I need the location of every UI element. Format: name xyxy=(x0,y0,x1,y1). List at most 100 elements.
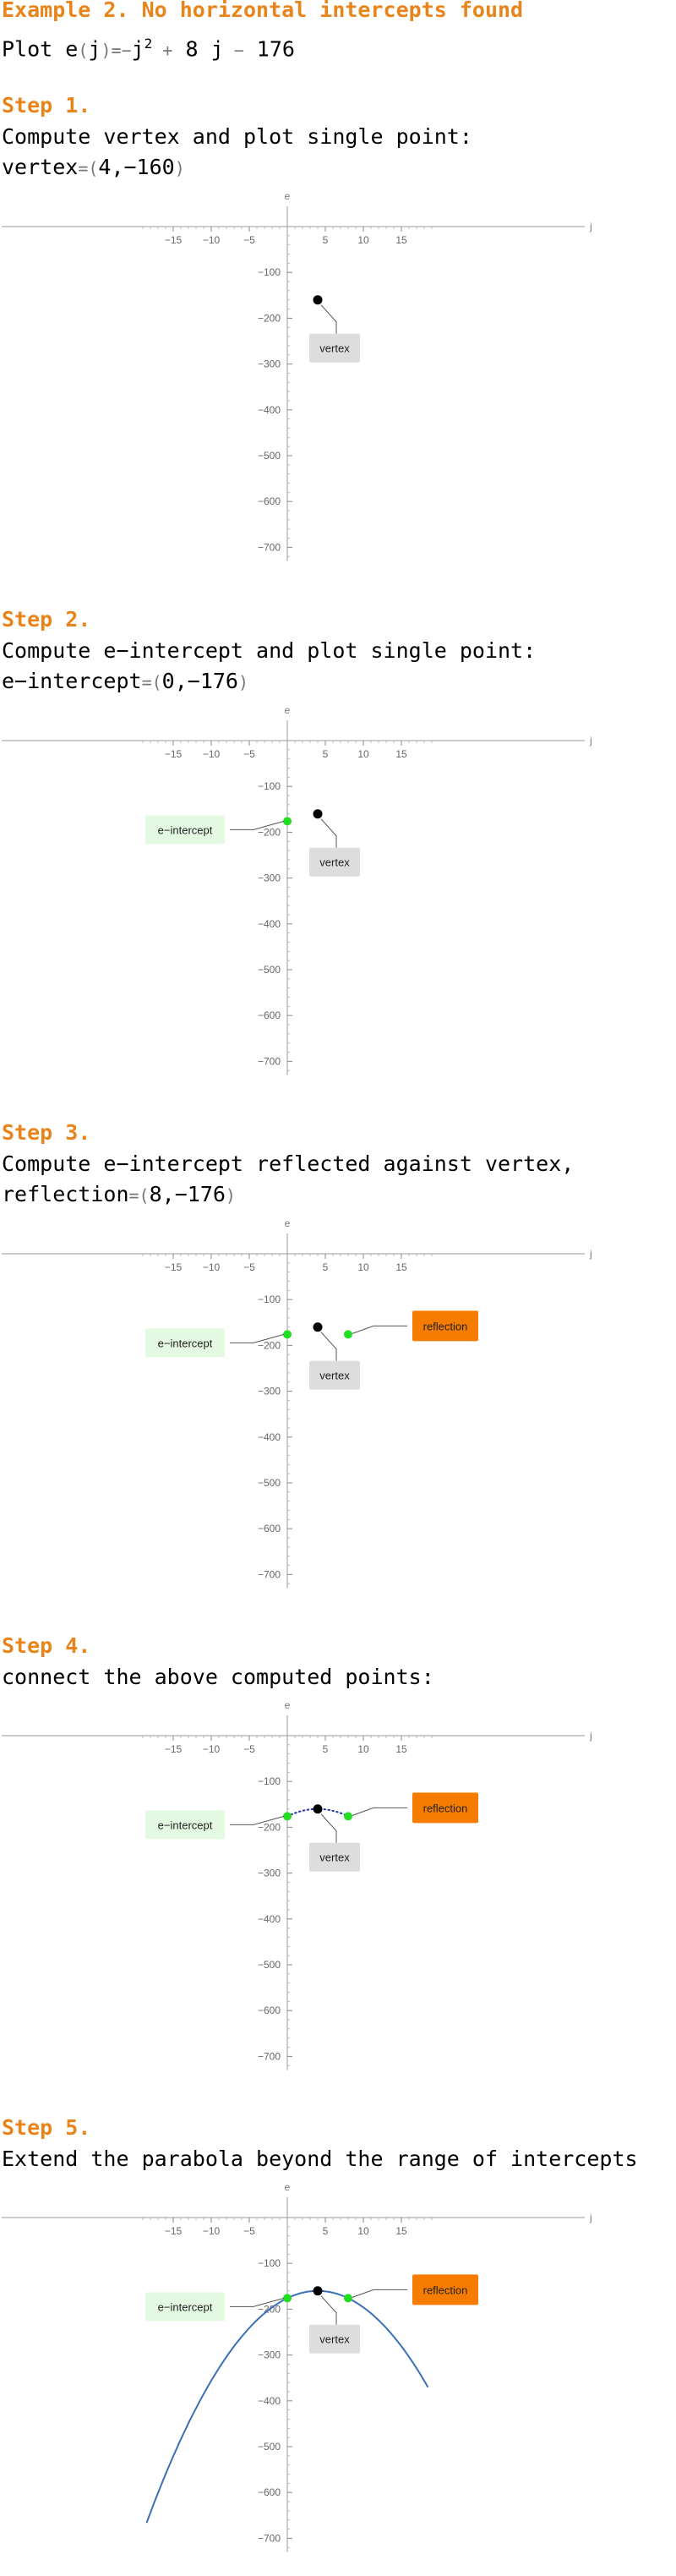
y-tick-label: −100 xyxy=(258,1775,281,1787)
x-tick-label: 15 xyxy=(395,748,407,760)
vertex-leader xyxy=(320,2295,337,2325)
y-axis-label: e xyxy=(285,1217,291,1229)
intercept-leader xyxy=(230,1333,285,1343)
vertex-label-box xyxy=(309,2324,360,2354)
x-tick-label: 15 xyxy=(395,1261,407,1273)
y-tick-label: −700 xyxy=(258,1568,281,1580)
plot-statement: Plot e(j)=−j2 + 8 j − 176 xyxy=(2,36,295,62)
x-tick-label: −10 xyxy=(203,1261,221,1273)
reflection-point xyxy=(344,2294,352,2303)
y-tick-label: −400 xyxy=(258,1913,281,1925)
x-axis-label: j xyxy=(589,735,592,747)
y-tick-label: −700 xyxy=(258,2050,281,2062)
x-tick-label: 15 xyxy=(395,1743,407,1755)
y-axis-label: e xyxy=(285,2181,291,2193)
reflection-leader xyxy=(352,1807,407,1816)
vertex-label-box xyxy=(309,333,360,363)
vertex-point xyxy=(313,809,323,819)
reflection-point xyxy=(344,1812,352,1821)
x-tick-label: −10 xyxy=(203,1743,221,1755)
y-tick-label: −500 xyxy=(258,450,281,462)
x-tick-label: −15 xyxy=(165,748,183,760)
x-tick-label: 15 xyxy=(395,2225,407,2237)
reflection-label: reflection xyxy=(423,2283,468,2296)
intercept-label-box xyxy=(145,815,225,845)
y-tick-label: −700 xyxy=(258,1055,281,1067)
reflection-point xyxy=(344,1330,352,1339)
step-2-text: Compute e−intercept and plot single poin… xyxy=(2,638,537,663)
step-3-value: reflection=(8,−176) xyxy=(2,1182,236,1206)
vertex-label: vertex xyxy=(319,1370,350,1382)
step-3-heading: Step 3. xyxy=(2,1120,91,1145)
vertex-label-box xyxy=(309,1842,360,1872)
step-2-heading: Step 2. xyxy=(2,607,91,632)
x-tick-label: −5 xyxy=(243,1261,255,1273)
vertex-leader xyxy=(320,1332,337,1361)
x-tick-label: 5 xyxy=(323,234,329,246)
intercept-point xyxy=(283,1812,292,1821)
intercept-leader xyxy=(230,820,285,830)
y-tick-label: −200 xyxy=(258,1339,281,1351)
y-tick-label: −200 xyxy=(258,1821,281,1833)
intercept-label: e−intercept xyxy=(158,1819,213,1831)
intercept-label-box xyxy=(145,1328,225,1358)
x-tick-label: 5 xyxy=(323,1261,329,1273)
vertex-leader xyxy=(320,304,337,334)
x-axis-label: j xyxy=(589,2212,592,2223)
x-tick-label: −10 xyxy=(203,2225,221,2237)
x-tick-label: −5 xyxy=(243,2225,255,2237)
vertex-leader xyxy=(320,818,337,848)
intercept-label-box xyxy=(145,2292,225,2322)
page-title: Example 2. No horizontal intercepts foun… xyxy=(2,0,524,22)
step-1-value: vertex=(4,−160) xyxy=(2,155,185,179)
x-tick-label: −5 xyxy=(243,1743,255,1755)
x-tick-label: −10 xyxy=(203,234,221,246)
x-tick-label: −15 xyxy=(165,2225,183,2237)
vertex-point xyxy=(313,1322,323,1332)
y-tick-label: −200 xyxy=(258,826,281,838)
y-tick-label: −600 xyxy=(258,1523,281,1534)
x-tick-label: 5 xyxy=(323,748,329,760)
y-tick-label: −400 xyxy=(258,404,281,416)
y-tick-label: −500 xyxy=(258,964,281,976)
step-5-heading: Step 5. xyxy=(2,2115,91,2140)
y-tick-label: −500 xyxy=(258,1477,281,1489)
y-tick-label: −300 xyxy=(258,1386,281,1397)
chart-step-5: je−15 −10 −5 5 10 15−100−200−300−400−500−600−… xyxy=(2,2181,592,2552)
chart-step-4: j e −15 −10 −5 5 10 15 −100 −200 −300 −400 −500 −600 −… xyxy=(2,1699,592,2070)
y-axis-label: e xyxy=(285,704,291,716)
intercept-point xyxy=(283,817,292,826)
vertex-label-box xyxy=(309,847,360,877)
reflection-leader xyxy=(352,2289,407,2298)
vertex-point xyxy=(313,295,323,305)
x-tick-label: −5 xyxy=(243,234,255,246)
x-tick-label: 15 xyxy=(395,234,407,246)
intercept-point xyxy=(283,2294,292,2303)
intercept-label: e−intercept xyxy=(158,823,213,836)
reflection-label: reflection xyxy=(423,1802,468,1814)
step-4-heading: Step 4. xyxy=(2,1633,91,1658)
x-tick-label: 10 xyxy=(357,234,369,246)
y-tick-label: −600 xyxy=(258,2004,281,2016)
y-tick-label: −100 xyxy=(258,1293,281,1305)
x-tick-label: −15 xyxy=(165,1743,183,1755)
y-tick-label: −300 xyxy=(258,2349,281,2361)
vertex-leader xyxy=(320,1813,337,1843)
y-tick-label: −300 xyxy=(258,872,281,884)
reflection-leader xyxy=(352,1325,407,1334)
y-tick-label: −300 xyxy=(258,1868,281,1879)
reflection-label-box xyxy=(412,1792,478,1824)
x-tick-label: 5 xyxy=(323,2225,329,2237)
step-4-text: connect the above computed points: xyxy=(2,1665,434,1689)
vertex-point xyxy=(313,2286,323,2296)
x-tick-label: −10 xyxy=(203,748,221,760)
x-axis-label: j xyxy=(589,1730,592,1742)
chart-step-3: j e −15 −10 −5 5 10 15 −100 −200 −300 −400 −500 −600 −… xyxy=(2,1217,592,1589)
step-2-value: e−intercept=(0,−176) xyxy=(2,669,249,693)
step-3-text: Compute e−intercept reflected against ve… xyxy=(2,1151,575,1176)
x-axis-label: j xyxy=(589,1248,592,1260)
reflection-label: reflection xyxy=(423,1320,468,1332)
y-tick-label: −500 xyxy=(258,1959,281,1971)
y-tick-label: −600 xyxy=(258,2486,281,2498)
chart-step-2: j e −15 −10 −5 5 10 15 −100 −200 −300 −400 −500 −600 −… xyxy=(2,704,592,1075)
